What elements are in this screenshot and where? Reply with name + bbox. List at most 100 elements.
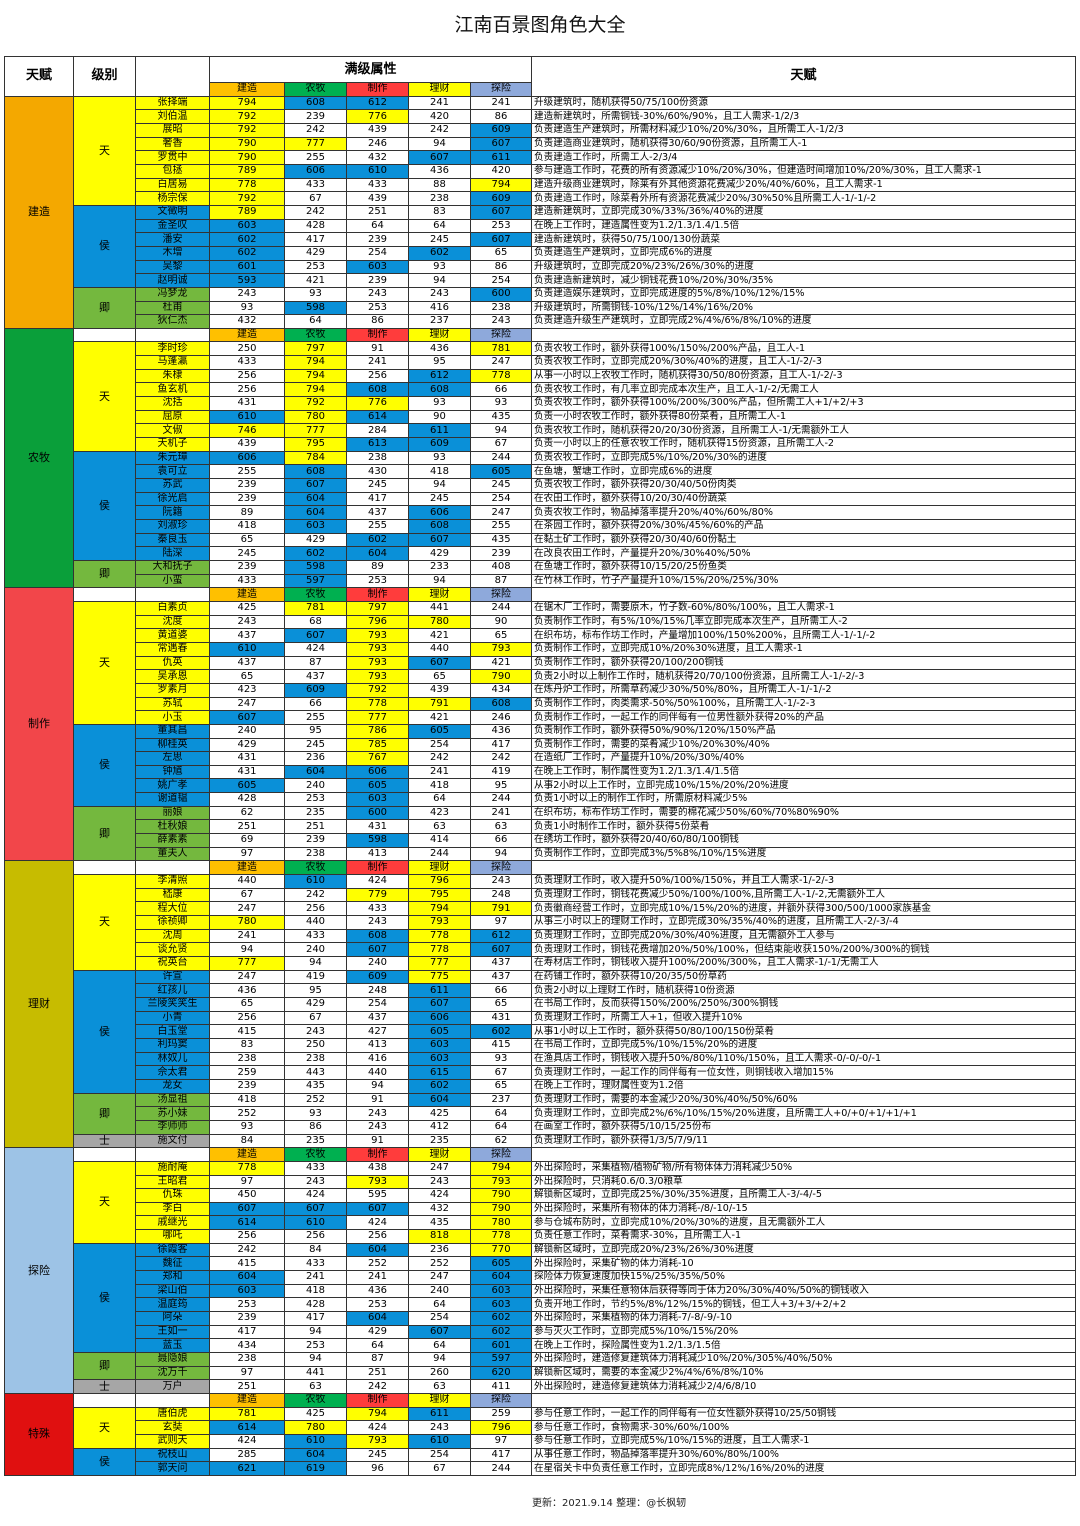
table-row: 士施文付 84 235 91 235 62 负责理财工作时，额外获得1/3/5/7/9/11 bbox=[5, 1133, 1077, 1149]
attr-value-1: 256 bbox=[209, 1010, 285, 1026]
attr-value-2: 252 bbox=[284, 1092, 347, 1108]
attr-value-4: 818 bbox=[408, 1229, 471, 1244]
attr-value-4: 793 bbox=[408, 915, 471, 930]
character-name: 利玛窦 bbox=[135, 1037, 210, 1053]
attr-value-5: 603 bbox=[469, 1283, 533, 1299]
attr-header-4: 理财 bbox=[408, 1147, 471, 1162]
table-row: 常遇春 610 424 793 440 793 负责制作工作时，立即完成10%/20%30%… bbox=[5, 641, 1077, 657]
attr-value-2: 95 bbox=[284, 983, 347, 998]
attr-value-3: 416 bbox=[346, 1051, 409, 1067]
attr-value-3: 608 bbox=[346, 928, 409, 944]
attr-value-2: 604 bbox=[284, 505, 347, 520]
attr-value-1: 610 bbox=[209, 409, 285, 425]
table-row: 郭天问 621 619 96 67 244 在星宿关卡中负责任意工作时，立即完成8%/12%… bbox=[5, 1461, 1077, 1476]
talent-description: 负责建造新建筑时，减少铜钱花费10%/20%/30%/35% bbox=[531, 273, 1077, 288]
attr-value-4: 778 bbox=[408, 942, 471, 957]
talent-description: 在竹林工作时，竹子产量提升10%/15%/20%/25%/30% bbox=[531, 573, 1077, 589]
attr-value-3: 89 bbox=[346, 559, 409, 575]
attr-value-5: 247 bbox=[469, 355, 533, 370]
attr-value-3: 609 bbox=[346, 969, 409, 985]
attr-value-5: 791 bbox=[469, 901, 533, 917]
attr-value-5: 601 bbox=[469, 1338, 533, 1354]
talent-description: 负责制作工作时，一起工作的同伴每有一位男性额外获得20%的产品 bbox=[531, 710, 1077, 725]
category-cell: 探险 bbox=[4, 1147, 74, 1394]
level-cell: 士 bbox=[73, 1379, 136, 1394]
table-row: 展昭 792 242 439 242 609 负责建造生产建筑时，所需材料减少10%/20%… bbox=[5, 122, 1077, 138]
character-name: 董夫人 bbox=[135, 846, 210, 862]
attr-value-4: 90 bbox=[408, 409, 471, 425]
attr-value-5: 97 bbox=[469, 1433, 533, 1449]
character-name: 吴承恩 bbox=[135, 669, 210, 684]
talent-description: 从事任意工作时，物品掉落率提升30%/60%/80%/100% bbox=[531, 1447, 1077, 1463]
attr-value-5: 793 bbox=[469, 641, 533, 657]
talent-description: 负责任意工作时，菜肴需求-30%，且所需工人-1 bbox=[531, 1229, 1077, 1244]
attr-value-3: 86 bbox=[346, 314, 409, 329]
attr-value-4: 93 bbox=[408, 259, 471, 275]
attr-value-2: 443 bbox=[284, 1065, 347, 1080]
attr-value-4: 420 bbox=[408, 109, 471, 124]
level-cell: 侯 bbox=[73, 1242, 136, 1354]
character-name: 祝英台 bbox=[135, 956, 210, 971]
attr-value-3: 612 bbox=[346, 95, 409, 111]
attr-value-1: 253 bbox=[209, 1297, 285, 1313]
character-name: 苏轼 bbox=[135, 696, 210, 712]
attr-value-3: 254 bbox=[346, 245, 409, 261]
attr-value-1: 790 bbox=[209, 150, 285, 165]
character-name: 阮籍 bbox=[135, 505, 210, 520]
attr-value-5: 435 bbox=[469, 409, 533, 425]
attr-value-2: 435 bbox=[284, 1078, 347, 1094]
attr-value-5: 95 bbox=[469, 778, 533, 794]
attr-value-3: 603 bbox=[346, 259, 409, 275]
attr-value-5: 419 bbox=[469, 764, 533, 780]
attr-value-5: 793 bbox=[469, 1174, 533, 1190]
attr-value-3: 241 bbox=[346, 355, 409, 370]
character-name: 玄奘 bbox=[135, 1420, 210, 1435]
attr-value-4: 432 bbox=[408, 1201, 471, 1217]
character-name: 屈原 bbox=[135, 409, 210, 425]
attr-value-2: 243 bbox=[284, 1024, 347, 1039]
table-row: 谈允贤 94 240 607 778 607 负责理财工作时，铜钱花费增加20%/50%/1… bbox=[5, 942, 1077, 957]
attr-value-5: 93 bbox=[469, 396, 533, 411]
attr-value-1: 606 bbox=[209, 450, 285, 466]
attr-value-2: 604 bbox=[284, 764, 347, 780]
attr-value-3: 779 bbox=[346, 887, 409, 903]
character-name: 马蓬瀛 bbox=[135, 355, 210, 370]
attr-value-2: 242 bbox=[284, 122, 347, 138]
character-name: 徐霞客 bbox=[135, 1242, 210, 1258]
attr-value-2: 93 bbox=[284, 1106, 347, 1121]
attr-value-3: 440 bbox=[346, 1065, 409, 1080]
character-name: 祝枝山 bbox=[135, 1447, 210, 1463]
character-name: 赵明诚 bbox=[135, 273, 210, 288]
attr-value-5: 241 bbox=[469, 805, 533, 821]
attr-value-2: 250 bbox=[284, 1037, 347, 1053]
attr-value-4: 64 bbox=[408, 1338, 471, 1354]
attr-value-1: 259 bbox=[209, 1065, 285, 1080]
table-row: 武则天 424 610 793 610 97 参与任意工作时，立即完成5%/10%/15%的… bbox=[5, 1433, 1077, 1449]
character-name: 沈万千 bbox=[135, 1365, 210, 1381]
attr-value-5: 94 bbox=[469, 846, 533, 862]
table-row: 姚广孝 605 240 605 418 95 从事2小时以上工作时，立即完成10%/15%/… bbox=[5, 778, 1077, 794]
table-row: 小蛮 433 597 253 94 87 在竹林工作时，竹子产量提升10%/15%/20%/… bbox=[5, 573, 1077, 589]
level-cell: 卿 bbox=[73, 1092, 136, 1135]
attr-value-5: 417 bbox=[469, 1447, 533, 1463]
table-row: 钟馗 431 604 606 241 419 在晚上工作时，制作属性变为1.2/1.3/1.… bbox=[5, 764, 1077, 780]
talent-description: 负责制作工作时，额外获得50%/90%/120%/150%产品 bbox=[531, 723, 1077, 739]
attr-value-5: 246 bbox=[469, 710, 533, 725]
talent-description: 负责1小时以上的制作工作时，所需原材料减少5% bbox=[531, 792, 1077, 807]
attr-value-5: 259 bbox=[469, 1406, 533, 1422]
character-name: 施文付 bbox=[135, 1133, 210, 1149]
attr-value-2: 604 bbox=[284, 1447, 347, 1463]
attr-value-4: 615 bbox=[408, 1065, 471, 1080]
blank-cell bbox=[73, 860, 136, 876]
table-row: 罗贯中 790 255 432 607 611 负责建造工作时，所需工人-2/3/4 bbox=[5, 150, 1077, 165]
attr-value-1: 256 bbox=[209, 368, 285, 384]
attr-value-5: 241 bbox=[469, 95, 533, 111]
attr-value-5: 255 bbox=[469, 519, 533, 534]
attr-value-5: 254 bbox=[469, 491, 533, 507]
attr-value-1: 251 bbox=[209, 819, 285, 835]
character-name: 嵇康 bbox=[135, 887, 210, 903]
blank-cell bbox=[531, 1147, 1077, 1162]
attr-value-3: 64 bbox=[346, 1338, 409, 1354]
attr-value-1: 424 bbox=[209, 1433, 285, 1449]
table-row: 佘太君 259 443 440 615 67 负责理财工作时，一起工作的同伴每有一位女性，则… bbox=[5, 1065, 1077, 1080]
